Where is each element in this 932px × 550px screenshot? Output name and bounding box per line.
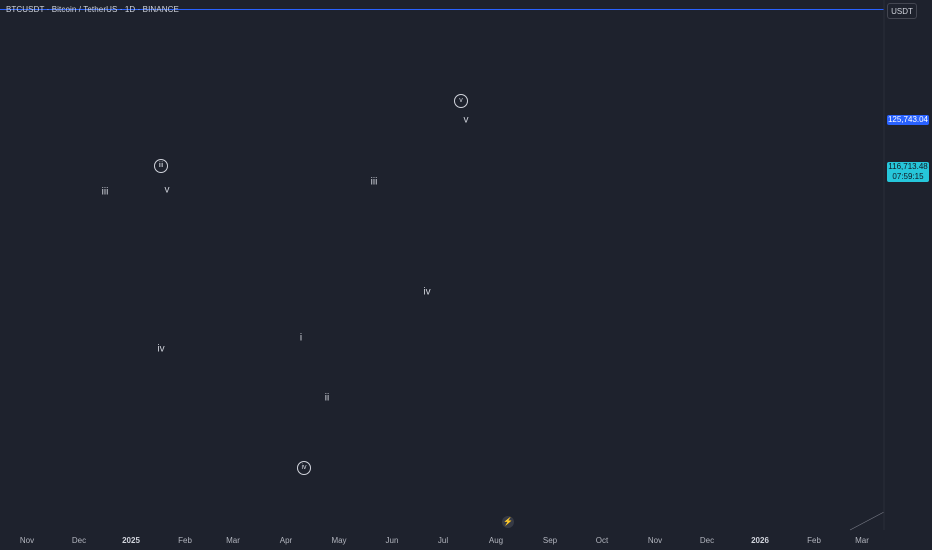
wave-circle-iii: iii [154, 159, 168, 173]
wave-label-v-jul: v [463, 114, 469, 126]
drawing-stub [849, 511, 885, 531]
wave-circle-iv: iv [297, 461, 311, 475]
time-tick-label: Mar [855, 536, 869, 545]
lightning-icon[interactable]: ⚡ [502, 516, 514, 528]
drawing-overlays [849, 511, 885, 531]
wave-label-v: v [164, 184, 170, 196]
time-tick-label: 2025 [122, 536, 140, 545]
time-tick-label: Sep [542, 536, 558, 545]
price-levels [0, 9, 884, 10]
time-tick-label: Dec [71, 536, 87, 545]
time-tick-label: Apr [279, 536, 293, 545]
wave-circle-v: v [454, 94, 468, 108]
wave-label-i: i [299, 332, 303, 344]
wave-label-iii-jun: iii [370, 176, 378, 188]
currency-button[interactable]: USDT [887, 3, 917, 19]
time-tick-label: Feb [178, 536, 192, 545]
last-price-value: 116,713.48 [888, 162, 928, 171]
time-tick-label: Oct [595, 536, 609, 545]
time-tick-label: Dec [699, 536, 715, 545]
time-tick-label: Jun [385, 536, 399, 545]
wave-label-ii: ii [324, 392, 330, 404]
resistance-price-tag: 125,743.04 [887, 115, 929, 125]
time-tick-label: Jul [437, 536, 449, 545]
time-tick-label: Aug [488, 536, 504, 545]
time-tick-label: May [331, 536, 347, 545]
wave-label-iii: iii [101, 186, 109, 198]
time-tick-label: Nov [19, 536, 35, 545]
last-price-tag: 116,713.48 07:59:15 [887, 162, 929, 182]
countdown-timer: 07:59:15 [892, 172, 924, 181]
wave-label-iv-jun: iv [423, 286, 431, 298]
time-tick-label: 2026 [751, 536, 769, 545]
time-tick-label: Mar [226, 536, 240, 545]
symbol-title: BTCUSDT · Bitcoin / TetherUS · 1D · BINA… [6, 5, 179, 14]
wave-label-iv: iv [157, 343, 165, 355]
time-tick-label: Nov [647, 536, 663, 545]
time-tick-label: Feb [807, 536, 821, 545]
